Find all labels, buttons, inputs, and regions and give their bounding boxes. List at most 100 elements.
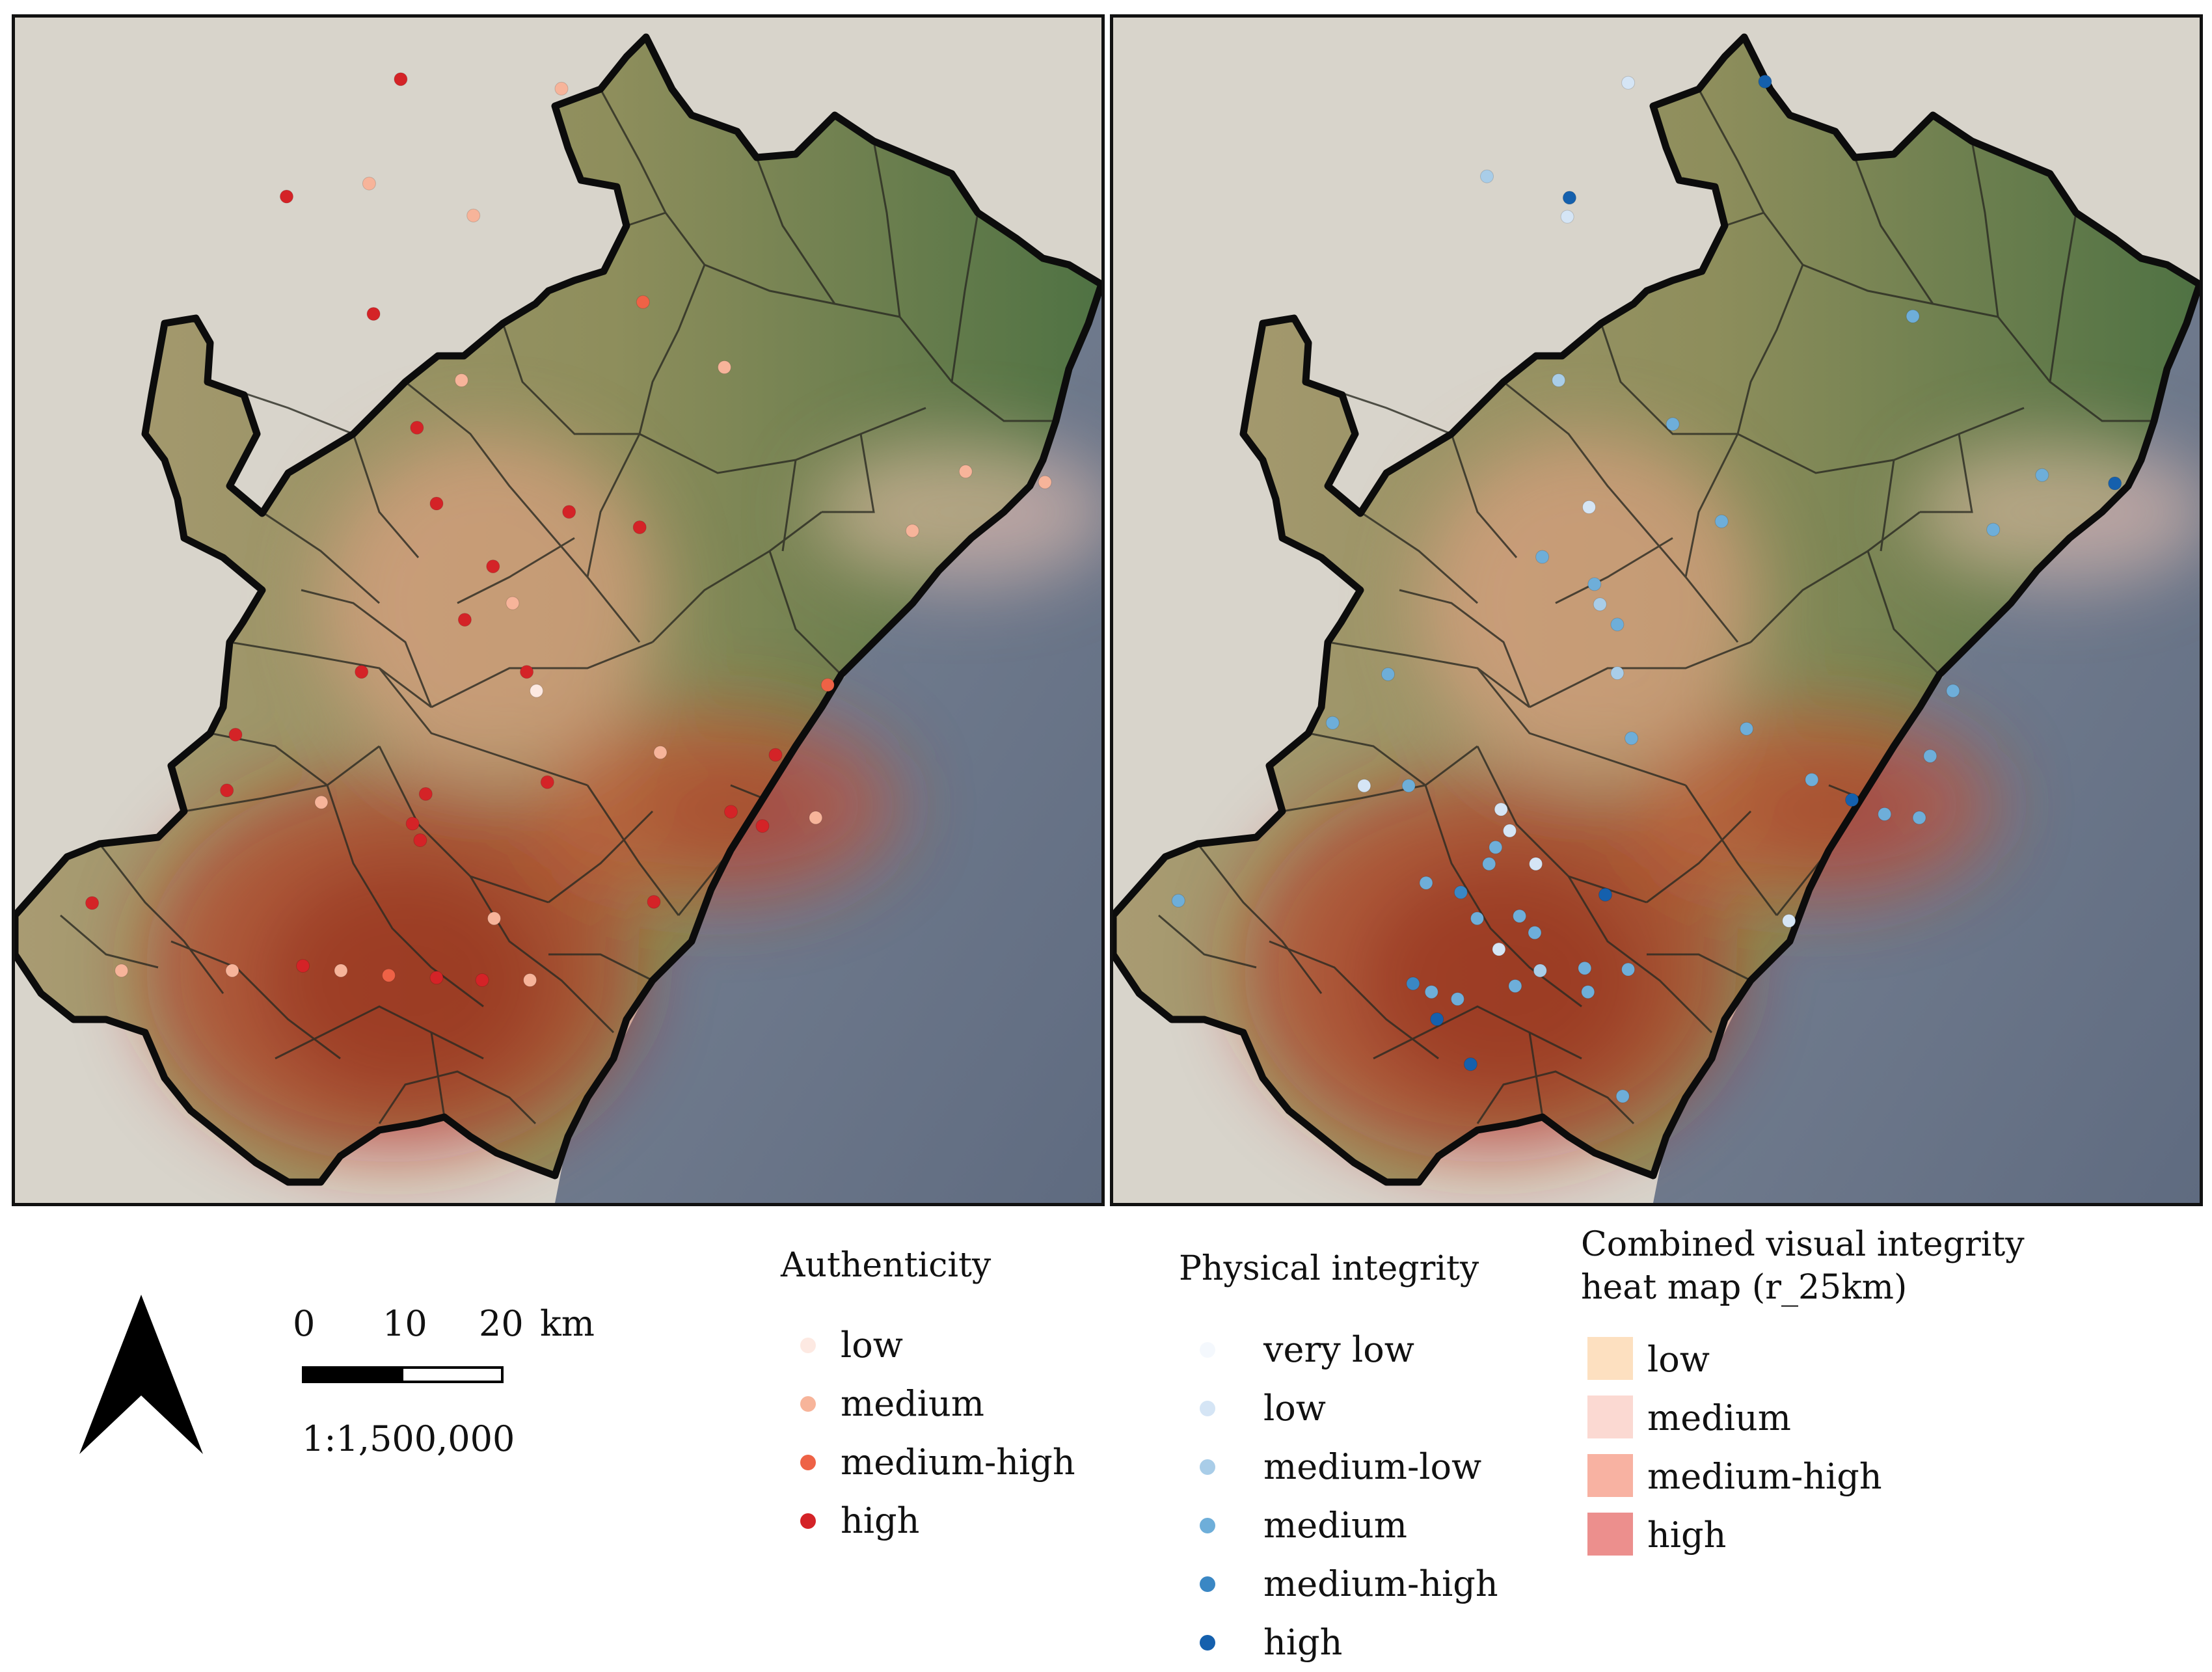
heritage-site-point[interactable] <box>1038 475 1052 489</box>
heritage-site-point[interactable] <box>1533 964 1547 978</box>
heritage-site-point[interactable] <box>1508 979 1522 993</box>
heritage-site-point[interactable] <box>1625 731 1639 746</box>
heritage-site-point[interactable] <box>2035 468 2049 482</box>
heritage-site-point[interactable] <box>647 895 661 909</box>
heritage-site-point[interactable] <box>454 373 468 387</box>
heritage-site-point[interactable] <box>1946 684 1960 698</box>
heritage-site-point[interactable] <box>85 896 100 910</box>
heritage-site-point[interactable] <box>653 746 668 760</box>
heritage-site-point[interactable] <box>1529 857 1543 871</box>
heritage-site-point[interactable] <box>905 524 919 538</box>
heritage-site-point[interactable] <box>1714 514 1729 528</box>
heritage-site-point[interactable] <box>1845 793 1859 807</box>
heritage-site-point[interactable] <box>1171 893 1185 908</box>
heritage-site-point[interactable] <box>1621 962 1636 977</box>
heritage-site-point[interactable] <box>355 665 369 679</box>
heritage-site-point[interactable] <box>636 295 650 309</box>
heritage-site-point[interactable] <box>1430 1012 1444 1027</box>
heritage-site-point[interactable] <box>228 727 243 742</box>
heritage-site-point[interactable] <box>1805 773 1819 787</box>
heritage-site-point[interactable] <box>1513 909 1527 923</box>
heritage-site-point[interactable] <box>1621 75 1636 90</box>
heritage-site-point[interactable] <box>1598 887 1612 902</box>
heritage-site-point[interactable] <box>718 360 731 374</box>
heritage-site-point[interactable] <box>1482 857 1496 871</box>
heritage-site-point[interactable] <box>530 684 544 698</box>
authenticity-map[interactable] <box>12 14 1105 1206</box>
heritage-site-point[interactable] <box>394 72 408 87</box>
heritage-site-point[interactable] <box>487 911 501 926</box>
heritage-site-point[interactable] <box>1912 811 1926 825</box>
heritage-site-point[interactable] <box>429 971 444 985</box>
heritage-site-point[interactable] <box>1615 1089 1630 1103</box>
heritage-site-point[interactable] <box>1406 977 1420 991</box>
heritage-site-point[interactable] <box>362 176 376 191</box>
heritage-site-point[interactable] <box>1906 309 1920 323</box>
heritage-site-point[interactable] <box>410 420 424 435</box>
heritage-site-point[interactable] <box>1450 992 1464 1006</box>
heritage-site-point[interactable] <box>562 505 576 519</box>
heritage-site-point[interactable] <box>1986 522 2001 537</box>
heritage-site-point[interactable] <box>2108 476 2122 491</box>
heritage-site-point[interactable] <box>1325 716 1340 730</box>
heritage-site-point[interactable] <box>523 973 537 987</box>
heritage-site-point[interactable] <box>382 968 396 982</box>
heritage-site-point[interactable] <box>1610 666 1625 681</box>
heritage-site-point[interactable] <box>1552 373 1566 387</box>
heritage-site-point[interactable] <box>1782 913 1796 928</box>
heritage-site-point[interactable] <box>334 964 348 978</box>
heritage-site-point[interactable] <box>475 973 489 987</box>
heritage-site-point[interactable] <box>1489 840 1503 854</box>
heritage-site-point[interactable] <box>1593 597 1607 612</box>
heritage-site-point[interactable] <box>1492 942 1506 956</box>
heritage-site-point[interactable] <box>1666 417 1680 431</box>
heritage-site-point[interactable] <box>1503 824 1517 838</box>
heritage-site-point[interactable] <box>280 189 293 204</box>
heritage-site-point[interactable] <box>1381 667 1395 681</box>
heritage-site-point[interactable] <box>724 805 738 819</box>
heritage-site-point[interactable] <box>457 613 472 627</box>
heritage-site-point[interactable] <box>632 520 647 534</box>
heritage-site-point[interactable] <box>418 787 433 801</box>
heritage-site-point[interactable] <box>1463 1057 1477 1072</box>
heritage-site-point[interactable] <box>1562 191 1576 205</box>
heritage-site-point[interactable] <box>554 81 569 96</box>
heritage-site-point[interactable] <box>413 833 427 847</box>
heritage-site-point[interactable] <box>1357 779 1371 793</box>
heritage-site-point[interactable] <box>1453 885 1468 900</box>
heritage-site-point[interactable] <box>768 748 783 762</box>
heritage-site-point[interactable] <box>1581 985 1595 999</box>
heritage-site-point[interactable] <box>506 596 520 610</box>
heritage-site-point[interactable] <box>1560 209 1574 224</box>
heritage-site-point[interactable] <box>115 964 129 978</box>
heritage-site-point[interactable] <box>1923 749 1937 763</box>
heritage-site-point[interactable] <box>1758 74 1772 88</box>
heritage-site-point[interactable] <box>1610 617 1625 632</box>
heritage-site-point[interactable] <box>466 208 481 222</box>
heritage-site-point[interactable] <box>314 795 329 809</box>
heritage-site-point[interactable] <box>366 307 381 321</box>
heritage-site-point[interactable] <box>225 964 239 978</box>
heritage-site-point[interactable] <box>1528 926 1542 940</box>
heritage-site-point[interactable] <box>429 496 444 511</box>
heritage-site-point[interactable] <box>1419 876 1433 890</box>
heritage-site-point[interactable] <box>1494 802 1508 816</box>
heritage-site-point[interactable] <box>520 665 534 679</box>
heritage-site-point[interactable] <box>809 811 823 825</box>
heritage-site-point[interactable] <box>820 678 835 692</box>
heritage-site-point[interactable] <box>1535 550 1550 564</box>
heritage-site-point[interactable] <box>296 959 310 973</box>
heritage-site-point[interactable] <box>405 816 420 831</box>
heritage-site-point[interactable] <box>1470 911 1484 926</box>
heritage-site-point[interactable] <box>486 560 500 574</box>
heritage-site-point[interactable] <box>958 465 973 479</box>
heritage-site-point[interactable] <box>1578 961 1592 975</box>
heritage-site-point[interactable] <box>755 819 770 833</box>
heritage-site-point[interactable] <box>1480 169 1494 183</box>
heritage-site-point[interactable] <box>1401 779 1416 793</box>
heritage-site-point[interactable] <box>1587 577 1602 591</box>
heritage-site-point[interactable] <box>1740 721 1754 736</box>
heritage-site-point[interactable] <box>1878 807 1892 821</box>
heritage-site-point[interactable] <box>220 783 234 798</box>
heritage-site-point[interactable] <box>540 775 554 789</box>
